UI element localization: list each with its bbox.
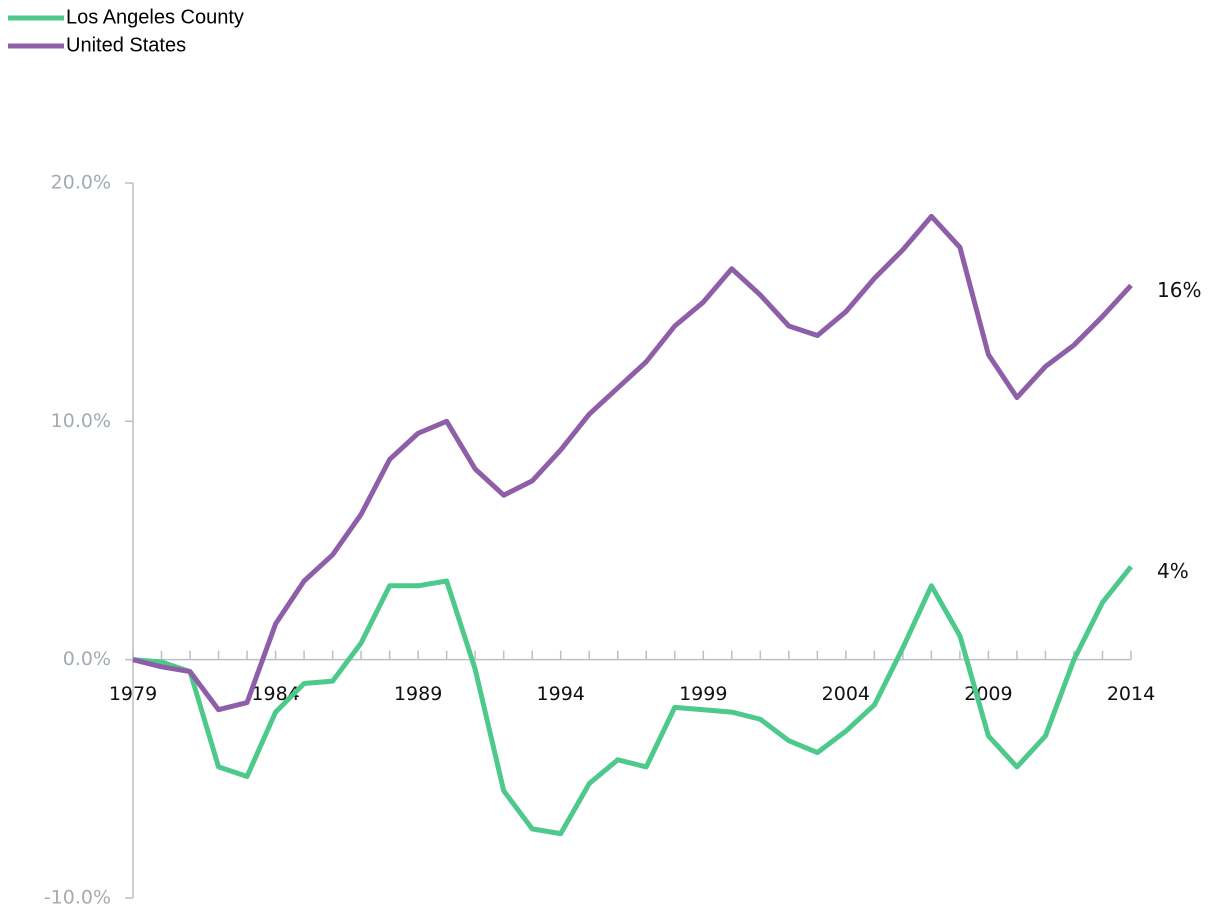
x-tick-label: 1999 <box>679 683 727 705</box>
end-label: 4% <box>1157 559 1189 583</box>
series-line <box>132 565 1133 837</box>
legend-label: United States <box>66 34 186 56</box>
y-tick-label: -10.0% <box>44 887 111 909</box>
x-tick-label: 1979 <box>109 683 157 705</box>
y-tick-label: 10.0% <box>51 410 111 432</box>
y-tick-label: 20.0% <box>51 172 111 194</box>
x-tick-label: 2009 <box>964 683 1012 705</box>
x-tick-label: 2004 <box>822 683 870 705</box>
x-tick-label: 2014 <box>1107 683 1155 705</box>
x-tick-label: 1994 <box>537 683 585 705</box>
y-tick-label: 0.0% <box>63 648 111 670</box>
x-tick-label: 1989 <box>394 683 442 705</box>
legend-label: Los Angeles County <box>66 6 244 28</box>
series-line <box>132 213 1133 713</box>
end-label: 16% <box>1157 278 1201 302</box>
